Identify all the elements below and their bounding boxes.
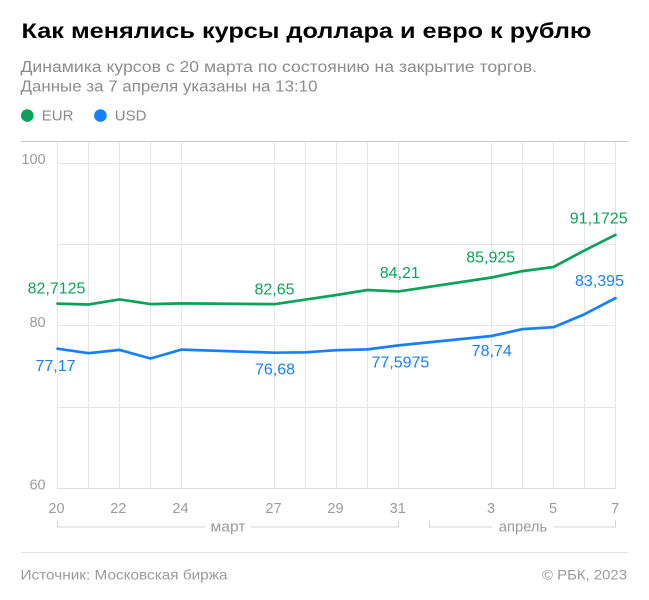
svg-text:31: 31 [390, 501, 406, 517]
svg-text:29: 29 [327, 501, 343, 517]
svg-text:22: 22 [110, 501, 126, 517]
svg-text:© РБК, 2023: © РБК, 2023 [542, 567, 627, 583]
svg-text:Динамика курсов с 20 марта по: Динамика курсов с 20 марта по состоянию … [21, 59, 538, 76]
svg-text:20: 20 [48, 501, 64, 517]
svg-text:27: 27 [265, 501, 281, 517]
svg-text:84,21: 84,21 [380, 265, 420, 282]
svg-text:78,74: 78,74 [472, 343, 512, 360]
svg-text:24: 24 [172, 501, 188, 517]
svg-text:апрель: апрель [499, 520, 548, 536]
svg-text:77,17: 77,17 [35, 358, 75, 375]
svg-text:85,925: 85,925 [466, 250, 515, 267]
svg-text:USD: USD [115, 107, 147, 124]
svg-text:91,1725: 91,1725 [570, 211, 628, 228]
svg-text:82,65: 82,65 [254, 281, 294, 298]
svg-text:60: 60 [29, 477, 45, 493]
svg-text:Данные за 7 апреля указаны на: Данные за 7 апреля указаны на 13:10 [21, 79, 318, 96]
svg-text:EUR: EUR [42, 107, 74, 124]
svg-text:март: март [211, 520, 246, 536]
svg-text:Источник: Московская биржа: Источник: Московская биржа [21, 567, 228, 583]
svg-text:Как менялись курсы доллара и е: Как менялись курсы доллара и евро к рубл… [22, 19, 592, 43]
svg-text:83,395: 83,395 [575, 273, 624, 290]
svg-text:3: 3 [487, 501, 495, 517]
svg-text:100: 100 [21, 152, 45, 168]
svg-text:82,7125: 82,7125 [28, 280, 86, 297]
svg-text:5: 5 [549, 501, 557, 517]
svg-text:76,68: 76,68 [255, 361, 295, 378]
svg-text:7: 7 [611, 501, 619, 517]
svg-text:80: 80 [29, 315, 45, 331]
svg-text:77,5975: 77,5975 [371, 354, 429, 371]
